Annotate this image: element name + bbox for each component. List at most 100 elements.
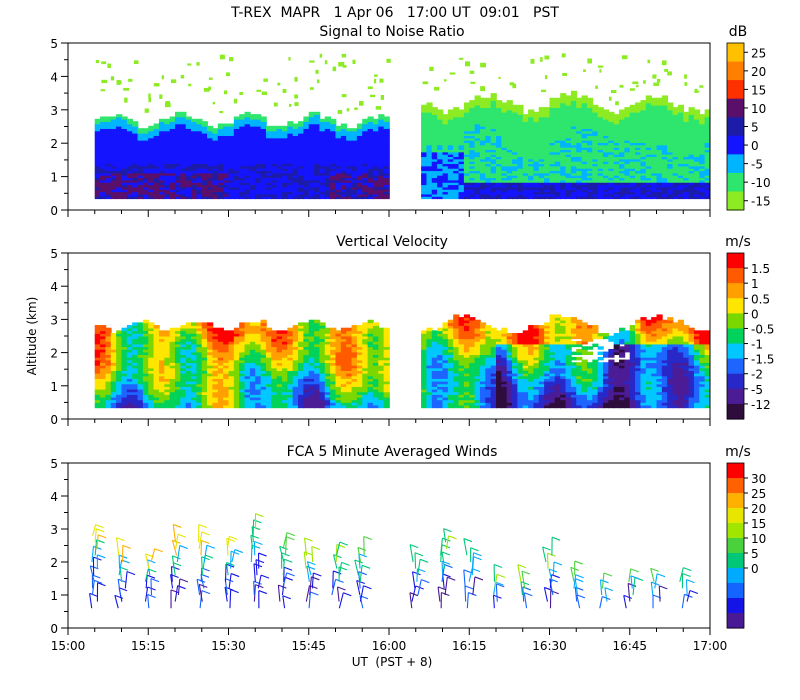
snr-cell: [544, 177, 551, 181]
snr-speckle: [288, 57, 291, 61]
vv-cell: [110, 340, 117, 345]
snr-cell: [656, 177, 663, 181]
snr-cell: [421, 153, 428, 158]
snr-cell: [314, 170, 321, 174]
snr-cell: [677, 186, 685, 190]
vv-cell: [201, 404, 208, 409]
vv-cell: [126, 330, 133, 334]
snr-cell: [356, 160, 364, 165]
snr-cell: [645, 123, 652, 127]
snr-cell: [581, 167, 588, 172]
snr-cell: [153, 158, 160, 162]
snr-cell: [496, 139, 503, 143]
snr-cell: [474, 123, 481, 127]
snr-cell: [255, 125, 262, 129]
snr-cell: [426, 111, 433, 115]
snr-cell: [426, 132, 433, 136]
snr-cell: [158, 151, 166, 155]
vv-cell: [121, 333, 128, 337]
snr-cell: [506, 116, 513, 120]
snr-cell: [688, 184, 695, 188]
snr-cell: [303, 156, 310, 160]
snr-cell: [613, 167, 620, 172]
vv-cell: [110, 359, 117, 364]
snr-cell: [549, 135, 556, 139]
snr-cell: [458, 123, 465, 127]
snr-cell: [426, 160, 433, 165]
snr-cell: [544, 137, 551, 141]
snr-cell: [603, 188, 610, 193]
snr-cell: [645, 179, 652, 183]
snr-cell: [324, 170, 331, 174]
snr-cell: [608, 125, 615, 129]
snr-cell: [169, 170, 176, 174]
snr-cell: [153, 179, 160, 183]
snr-cell: [693, 146, 701, 151]
vv-cell: [185, 386, 192, 390]
snr-cell: [426, 104, 433, 108]
snr-cell: [137, 153, 144, 158]
snr-cell: [158, 172, 166, 176]
snr-cell: [656, 163, 663, 167]
snr-cell: [560, 195, 567, 200]
snr-cell: [533, 153, 540, 158]
snr-cell: [693, 195, 701, 200]
snr-cell: [303, 142, 310, 146]
vv-cell: [201, 356, 208, 361]
snr-cell: [517, 181, 524, 186]
snr-cell: [442, 130, 449, 134]
snr-cell: [528, 114, 535, 118]
snr-cell: [661, 158, 668, 162]
snr-cell: [517, 123, 524, 127]
snr-cell: [223, 163, 230, 167]
snr-cell: [244, 144, 251, 148]
snr-cell: [667, 135, 674, 139]
snr-cell: [560, 93, 567, 97]
vv-cell: [121, 383, 128, 387]
snr-cell: [271, 144, 278, 148]
snr-cell: [554, 121, 561, 125]
snr-cell: [292, 174, 299, 179]
snr-cell: [94, 123, 101, 127]
vv-cell: [148, 348, 155, 353]
snr-cell: [603, 123, 610, 127]
snr-cell: [533, 195, 540, 200]
snr-cell: [372, 149, 380, 153]
snr-cell: [271, 163, 278, 167]
snr-cell: [490, 181, 497, 186]
snr-cell: [217, 172, 224, 176]
vv-cell: [158, 388, 166, 393]
snr-cell: [132, 153, 139, 158]
snr-cell: [169, 158, 176, 162]
snr-cell: [688, 111, 695, 115]
snr-cell: [340, 135, 347, 139]
snr-cell: [672, 142, 679, 146]
snr-cell: [447, 139, 454, 143]
vv-cell: [201, 386, 208, 390]
snr-speckle: [123, 87, 130, 91]
snr-cell: [185, 116, 192, 120]
snr-cell: [661, 116, 668, 120]
snr-cell: [314, 179, 321, 183]
snr-cell: [554, 177, 561, 181]
snr-cell: [244, 149, 251, 153]
snr-cell: [496, 104, 503, 108]
vv-cell: [164, 359, 171, 364]
snr-cell: [356, 181, 364, 186]
snr-cell: [576, 144, 583, 148]
snr-cell: [319, 153, 326, 158]
vv-cell: [180, 348, 187, 353]
vv-cell: [158, 351, 166, 356]
vv-cell: [137, 335, 144, 340]
snr-cell: [191, 191, 198, 195]
vv-cell: [153, 380, 160, 385]
snr-cell: [469, 125, 476, 129]
snr-cell: [265, 188, 273, 193]
snr-cell: [164, 144, 171, 148]
snr-cell: [100, 149, 107, 153]
snr-cell: [319, 191, 326, 195]
snr-cell: [479, 139, 487, 143]
vv-cell: [100, 346, 107, 350]
snr-cell: [164, 123, 171, 127]
snr-cell: [565, 179, 572, 183]
